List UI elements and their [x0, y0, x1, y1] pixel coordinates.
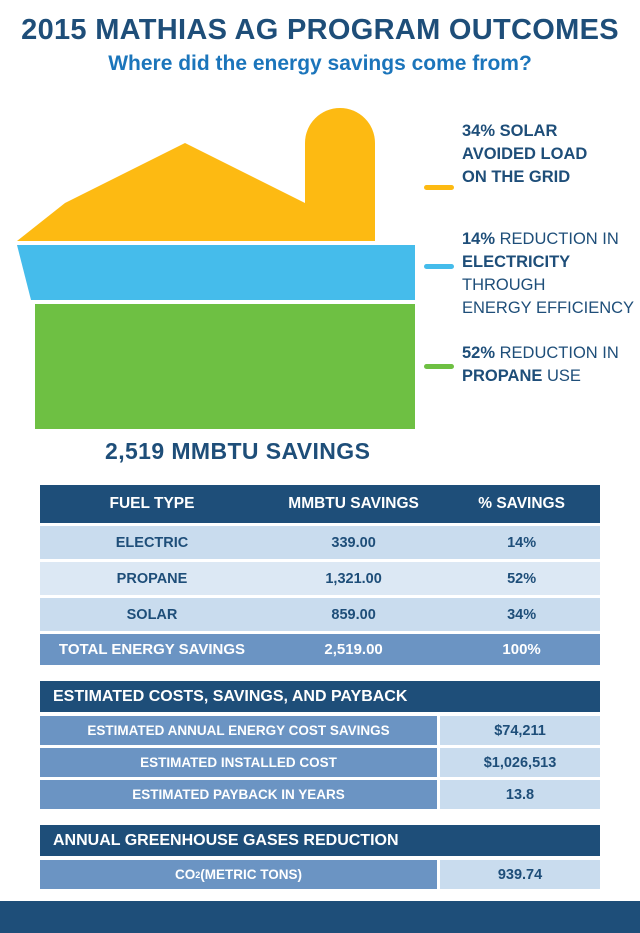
page-title: 2015 MATHIAS AG PROGRAM OUTCOMES	[21, 14, 619, 46]
table-row-electric: ELECTRIC 339.00 14%	[40, 526, 600, 559]
row-value: 13.8	[440, 780, 600, 809]
row-label: CO 2 (METRIC TONS)	[40, 860, 437, 889]
pct-savings-header: % SAVINGS	[478, 495, 565, 512]
cell-mmbtu-total: 2,519.00	[324, 641, 383, 658]
table-row-total: TOTAL ENERGY SAVINGS 2,519.00 100%	[40, 634, 600, 665]
propane-callout-dash	[424, 364, 454, 369]
callout-propane: 52% REDUCTION IN PROPANE USE	[462, 344, 619, 385]
row-co2-metric-tons: CO 2 (METRIC TONS) 939.74	[40, 860, 600, 889]
total-savings-caption: 2,519 MMBTU SAVINGS	[105, 438, 371, 464]
page-subtitle: Where did the energy savings come from?	[108, 52, 532, 75]
callout-solar: 34% SOLAR AVOIDED LOAD ON THE GRID	[462, 122, 588, 186]
cell-pct: 14%	[507, 534, 537, 551]
cell-fuel-total: TOTAL ENERGY SAVINGS	[58, 641, 246, 658]
cell-pct: 52%	[507, 570, 537, 587]
row-annual-cost-savings: ESTIMATED ANNUAL ENERGY COST SAVINGS $74…	[40, 716, 600, 745]
electric-callout-dash	[424, 264, 454, 269]
row-value: $1,026,513	[440, 748, 600, 777]
costs-section: ESTIMATED COSTS, SAVINGS, AND PAYBACK ES…	[40, 681, 600, 809]
footer-bar	[0, 901, 640, 933]
row-label: ESTIMATED ANNUAL ENERGY COST SAVINGS	[40, 716, 437, 745]
callout-electric: 14% REDUCTION IN ELECTRICITY THROUGH ENE…	[462, 230, 635, 317]
cell-fuel: ELECTRIC	[115, 534, 189, 551]
table-row-propane: PROPANE 1,321.00 52%	[40, 562, 600, 595]
cell-fuel: PROPANE	[116, 570, 188, 587]
costs-section-header: ESTIMATED COSTS, SAVINGS, AND PAYBACK	[40, 681, 600, 712]
barn-silo-graphic	[17, 108, 415, 429]
ghg-section: ANNUAL GREENHOUSE GASES REDUCTION CO 2 (M…	[40, 825, 600, 889]
row-label: ESTIMATED INSTALLED COST	[40, 748, 437, 777]
row-value: 939.74	[440, 860, 600, 889]
solar-roof-shape	[17, 143, 305, 241]
cell-mmbtu: 859.00	[331, 606, 376, 623]
silo-shape	[305, 108, 375, 241]
cell-fuel: SOLAR	[126, 606, 178, 623]
fuel-table-header-row: FUEL TYPE MMBTU SAVINGS % SAVINGS	[40, 485, 600, 523]
row-value: $74,211	[440, 716, 600, 745]
fuel-savings-table: FUEL TYPE MMBTU SAVINGS % SAVINGS ELECTR…	[40, 485, 600, 665]
cell-pct-total: 100%	[502, 641, 541, 658]
fuel-type-header: FUEL TYPE	[109, 495, 195, 512]
propane-body-shape	[35, 304, 415, 429]
cell-mmbtu: 339.00	[331, 534, 376, 551]
solar-callout-dash	[424, 185, 454, 190]
electricity-band-shape	[17, 245, 415, 300]
mmbtu-savings-header: MMBTU SAVINGS	[288, 495, 419, 512]
row-payback-years: ESTIMATED PAYBACK IN YEARS 13.8	[40, 780, 600, 809]
row-installed-cost: ESTIMATED INSTALLED COST $1,026,513	[40, 748, 600, 777]
ghg-section-header: ANNUAL GREENHOUSE GASES REDUCTION	[40, 825, 600, 856]
row-label: ESTIMATED PAYBACK IN YEARS	[40, 780, 437, 809]
table-row-solar: SOLAR 859.00 34%	[40, 598, 600, 631]
cell-mmbtu: 1,321.00	[325, 570, 382, 587]
cell-pct: 34%	[507, 606, 537, 623]
house-chart: 34% SOLAR AVOIDED LOAD ON THE GRID 14% R…	[0, 78, 640, 436]
